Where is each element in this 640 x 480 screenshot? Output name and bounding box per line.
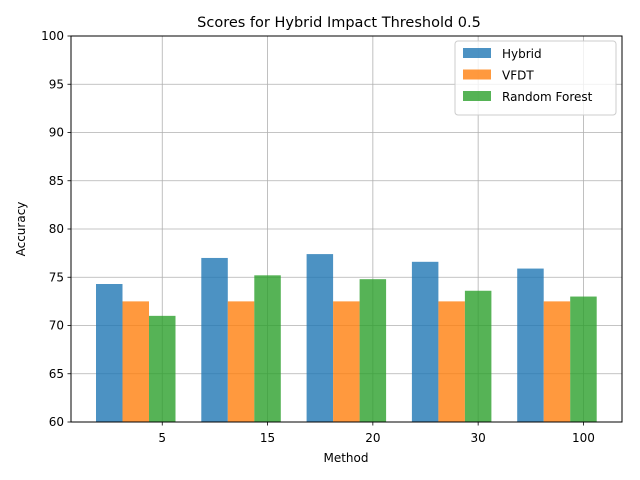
legend-label: VFDT <box>502 69 534 83</box>
legend-box <box>454 40 617 116</box>
legend-swatch <box>463 91 491 101</box>
bar-hybrid-30 <box>411 261 439 422</box>
y-tick-label: 60 <box>49 415 64 429</box>
bar-hybrid-15 <box>201 257 228 422</box>
bar-vfdt-100 <box>543 301 571 422</box>
bar-hybrid-100 <box>517 268 544 422</box>
x-tick-label: 5 <box>158 431 166 445</box>
bar-random-forest-30 <box>464 290 492 422</box>
x-tick-label: 30 <box>471 431 486 445</box>
y-tick-label: 70 <box>49 319 64 333</box>
x-axis-label: Method <box>323 451 368 465</box>
bars <box>96 254 597 422</box>
x-axis: 5 15 20 30 100 <box>158 422 595 445</box>
y-axis: 60 65 70 75 80 85 90 95 100 <box>41 29 71 429</box>
y-tick-label: 80 <box>49 222 64 236</box>
y-tick-label: 75 <box>49 270 64 284</box>
bar-random-forest-15 <box>254 275 281 422</box>
y-tick-label: 95 <box>49 77 64 91</box>
legend: Hybrid VFDT Random Forest <box>454 40 617 116</box>
legend-label: Hybrid <box>502 47 542 61</box>
y-tick-label: 65 <box>49 367 64 381</box>
bar-vfdt-30 <box>438 301 465 422</box>
y-tick-label: 90 <box>49 126 64 140</box>
bar-random-forest-20 <box>359 279 387 422</box>
y-tick-label: 85 <box>49 174 64 188</box>
bar-vfdt-15 <box>227 301 255 422</box>
bar-random-forest-5 <box>149 315 176 422</box>
x-tick-label: 15 <box>260 431 275 445</box>
bar-vfdt-5 <box>122 301 149 422</box>
legend-swatch <box>463 48 491 58</box>
legend-swatch <box>463 69 491 80</box>
bar-hybrid-20 <box>306 254 334 422</box>
bar-vfdt-20 <box>333 301 360 422</box>
y-tick-label: 100 <box>41 29 64 43</box>
bar-random-forest-100 <box>570 296 597 422</box>
x-tick-label: 20 <box>365 431 380 445</box>
x-tick-label: 100 <box>572 431 595 445</box>
bar-hybrid-5 <box>96 284 123 422</box>
legend-label: Random Forest <box>502 90 593 104</box>
chart-title: Scores for Hybrid Impact Threshold 0.5 <box>197 15 481 31</box>
y-axis-label: Accuracy <box>14 202 28 257</box>
